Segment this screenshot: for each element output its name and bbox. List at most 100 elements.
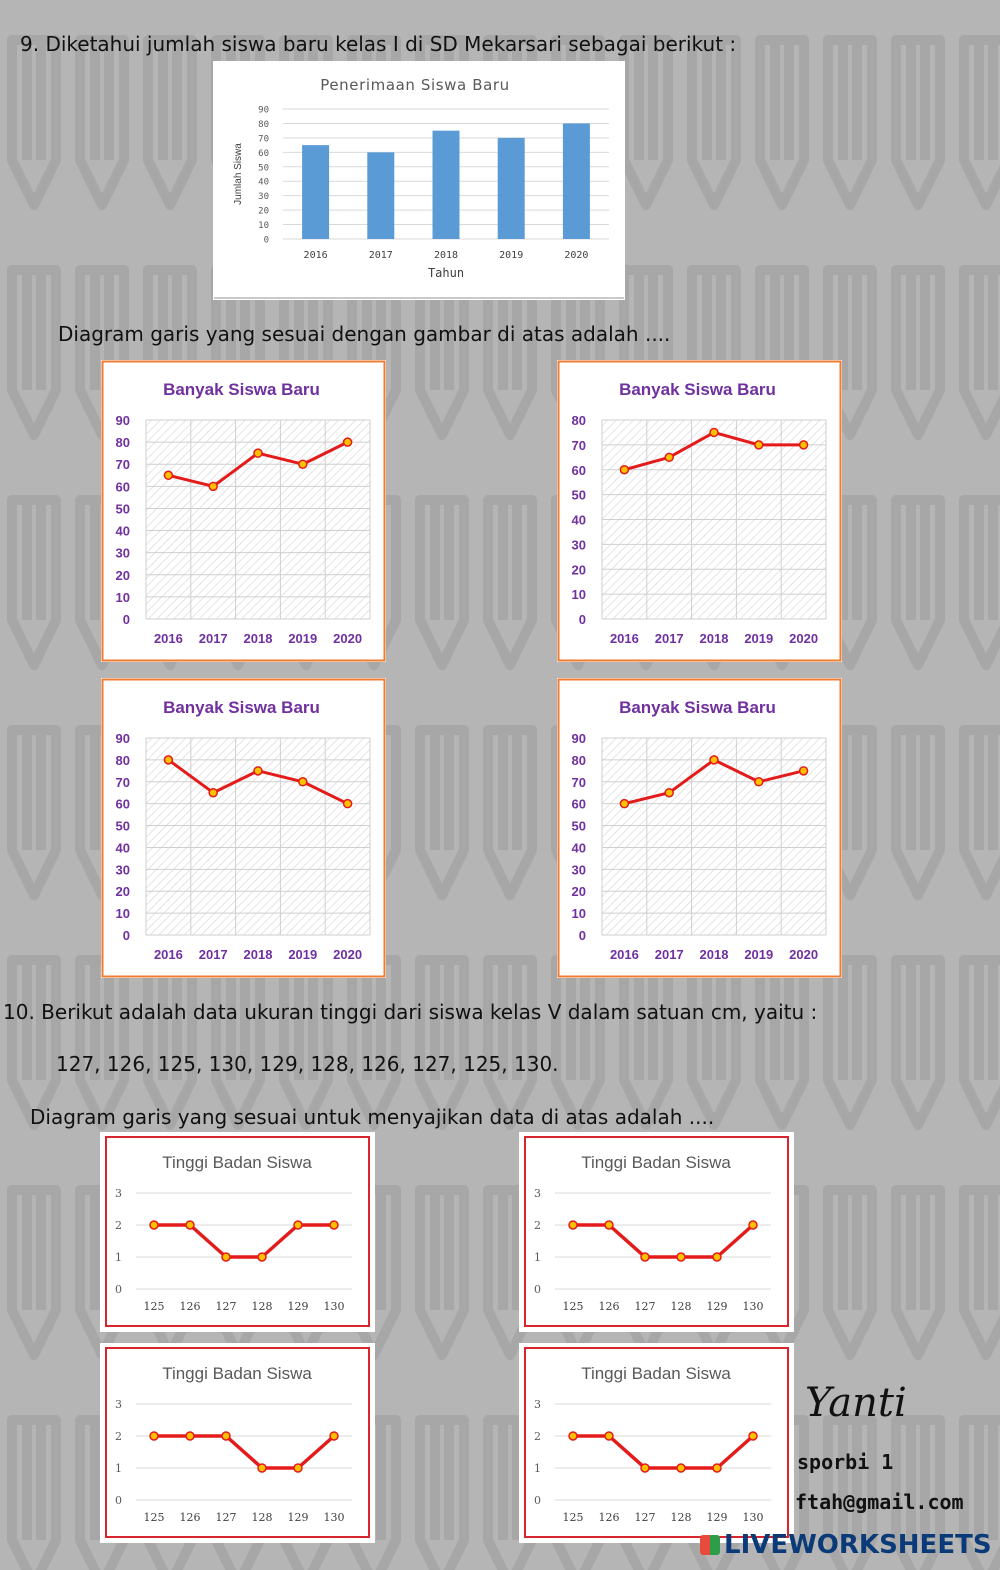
option-9c-card[interactable]: Banyak Siswa Baru 0 10 20 30 40 50 60 70 80 90 2016…: [101, 678, 386, 978]
option-10b-card[interactable]: Tinggi Badan Siswa 0 1 2 3 125 126 127 128 129 130: [519, 1132, 794, 1332]
option-10a-card[interactable]: Tinggi Badan Siswa 0 1 2 3 125 126 127 128 129 130: [100, 1132, 375, 1332]
x-tick-label: 2017: [199, 631, 228, 646]
x-tick-label: 128: [671, 1300, 692, 1313]
chart-title: Banyak Siswa Baru: [163, 698, 320, 717]
y-tick-label: 90: [116, 413, 130, 428]
pencil-icon: [823, 1415, 877, 1570]
y-axis-label: Jumlah Siswa: [233, 143, 244, 205]
y-tick-label: 30: [572, 862, 586, 877]
x-tick-label: 128: [252, 1511, 273, 1524]
line-chart-9a: Banyak Siswa Baru 0 10 20 30 40 50 60 70 80 90 2016…: [101, 360, 386, 662]
pencil-icon: [211, 955, 265, 1130]
pencil-icon: [483, 725, 537, 900]
y-tick-label: 70: [572, 438, 586, 453]
data-point: [664, 452, 674, 463]
y-tick-label: 90: [258, 106, 269, 116]
line-chart-9b: Banyak Siswa Baru 0 10 20 30 40 50 60 70 80 2016 20…: [557, 360, 842, 662]
y-tick-label: 3: [534, 1187, 541, 1200]
option-9d-card[interactable]: Banyak Siswa Baru 0 10 20 30 40 50 60 70 80 90 2016…: [557, 678, 842, 978]
x-tick-label: 2018: [244, 631, 273, 646]
data-point: [568, 1220, 578, 1230]
y-tick-label: 30: [572, 537, 586, 552]
x-tick-label: 130: [743, 1300, 764, 1313]
chart-border: [524, 1347, 789, 1538]
chart-border: [105, 1347, 370, 1538]
x-tick-label: 2016: [154, 947, 183, 962]
y-tick-label: 2: [534, 1219, 541, 1232]
option-10c-card[interactable]: Tinggi Badan Siswa 0 1 2 3 125 126 127 128 129 130: [100, 1343, 375, 1543]
data-point: [149, 1220, 159, 1230]
data-point: [640, 1463, 650, 1473]
liveworksheets-logo-icon: [700, 1535, 720, 1555]
pencil-icon: [959, 1185, 1000, 1360]
y-tick-label: 60: [572, 797, 586, 812]
y-tick-label: 60: [572, 463, 586, 478]
data-point: [568, 1431, 578, 1441]
data-point: [640, 1252, 650, 1262]
bar: [432, 130, 460, 239]
x-tick-label: 129: [288, 1300, 309, 1313]
x-tick-label: 127: [635, 1511, 656, 1524]
x-tick-label: 2017: [655, 631, 684, 646]
y-tick-label: 3: [115, 1187, 122, 1200]
y-tick-label: 80: [572, 753, 586, 768]
pencil-icon: [891, 1415, 945, 1570]
y-tick-label: 1: [534, 1462, 541, 1475]
x-tick-label: 2020: [333, 631, 362, 646]
x-tick-label: 130: [743, 1511, 764, 1524]
option-9a-card[interactable]: Banyak Siswa Baru 0 10 20 30 40 50 60 70 80 90 2016…: [101, 360, 386, 662]
chart-title: Tinggi Badan Siswa: [162, 1153, 312, 1172]
x-tick-label: 129: [288, 1511, 309, 1524]
bar: [562, 123, 590, 239]
y-tick-label: 90: [572, 731, 586, 746]
x-tick-label: 129: [707, 1511, 728, 1524]
pencil-icon: [959, 725, 1000, 900]
x-tick-label: 126: [599, 1300, 620, 1313]
chart-title: Tinggi Badan Siswa: [581, 1153, 731, 1172]
data-point: [208, 481, 218, 492]
y-tick-label: 80: [116, 753, 130, 768]
pencil-icon: [7, 1185, 61, 1360]
y-tick-label: 3: [115, 1398, 122, 1411]
pencil-icon: [959, 955, 1000, 1130]
x-tick-label: 2017: [199, 947, 228, 962]
data-point: [163, 755, 174, 765]
option-9b-card[interactable]: Banyak Siswa Baru 0 10 20 30 40 50 60 70 80 2016 20…: [557, 360, 842, 662]
y-tick-label: 0: [579, 928, 586, 943]
y-tick-label: 50: [572, 488, 586, 503]
pencil-icon: [7, 725, 61, 900]
pencil-icon: [75, 35, 129, 210]
y-tick-label: 40: [116, 840, 130, 855]
y-tick-label: 0: [123, 612, 130, 627]
data-point: [342, 437, 353, 447]
y-tick-label: 20: [572, 562, 586, 577]
chart-border: [101, 678, 386, 978]
y-tick-label: 20: [258, 207, 269, 217]
data-point: [208, 787, 218, 798]
x-tick-label: 2016: [304, 250, 328, 261]
x-tick-label: 2019: [499, 250, 523, 261]
pencil-icon: [75, 955, 129, 1130]
x-tick-label: 127: [216, 1300, 237, 1313]
y-tick-label: 0: [264, 236, 269, 246]
x-tick-label: 126: [180, 1300, 201, 1313]
pencil-icon: [755, 955, 809, 1130]
pencil-icon: [891, 1185, 945, 1360]
x-tick-label: 2018: [434, 250, 458, 261]
y-tick-label: 30: [116, 546, 130, 561]
pencil-icon: [823, 955, 877, 1130]
pencil-icon: [7, 1415, 61, 1570]
question-10-data: 127, 126, 125, 130, 129, 128, 126, 127, …: [56, 1052, 559, 1076]
data-point: [163, 470, 174, 481]
data-point: [221, 1252, 231, 1262]
option-10d-card[interactable]: Tinggi Badan Siswa 0 1 2 3 125 126 127 128 129 130: [519, 1343, 794, 1543]
data-point: [748, 1220, 758, 1230]
data-point: [293, 1463, 303, 1473]
chart-border: [524, 1136, 789, 1327]
y-tick-label: 40: [572, 513, 586, 528]
x-tick-label: 2019: [288, 631, 317, 646]
x-tick-label: 125: [144, 1300, 165, 1313]
y-tick-label: 20: [572, 884, 586, 899]
pencil-icon: [619, 35, 673, 210]
y-tick-label: 70: [116, 775, 130, 790]
